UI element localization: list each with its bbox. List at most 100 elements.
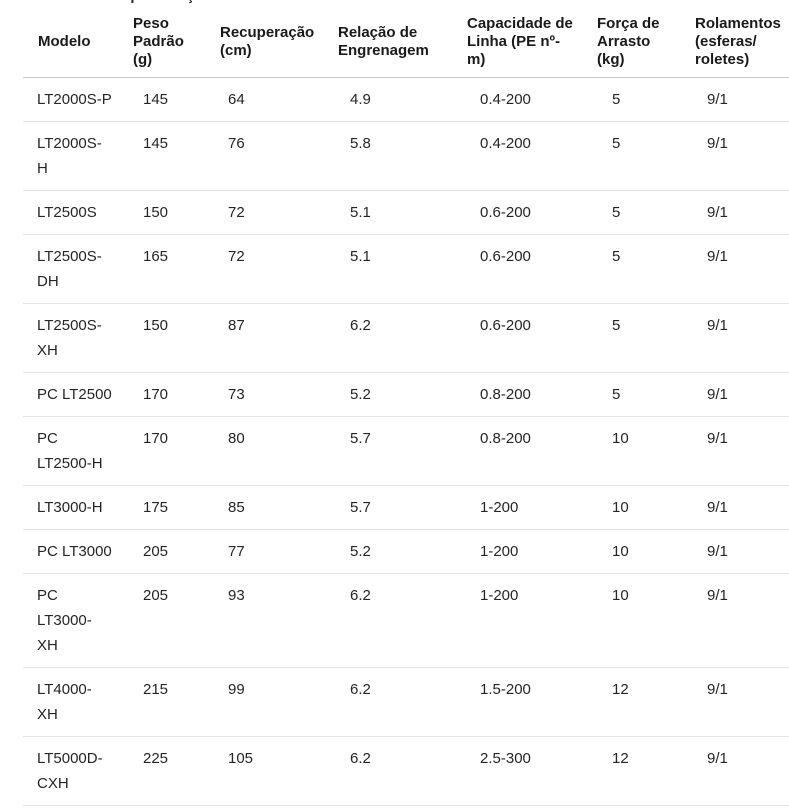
- table-row: LT2500S- DH 165 72 5.1 0.6-200 5 9/1: [23, 234, 789, 304]
- column-header-line-capacity: Capacidade de Linha (PE nº- m): [467, 0, 597, 78]
- cell-weight: 225: [133, 736, 220, 806]
- cell-model: LT2500S- DH: [23, 234, 133, 304]
- cell-gear-ratio: 5.8: [338, 121, 467, 191]
- cell-retrieve: 99: [220, 667, 338, 737]
- cell-line-capacity: 1-200: [467, 485, 597, 530]
- cell-drag: 10: [597, 485, 695, 530]
- cell-model: LT2500S: [23, 190, 133, 235]
- cell-retrieve: 80: [220, 416, 338, 486]
- cell-weight: 215: [133, 667, 220, 737]
- cell-gear-ratio: 4.9: [338, 77, 467, 122]
- cell-line-capacity: 0.8-200: [467, 416, 597, 486]
- column-header-gear-ratio: Relação de Engrenagem: [338, 0, 467, 78]
- cell-bearings: 9/1: [695, 121, 789, 191]
- cell-bearings: 9/1: [695, 234, 789, 304]
- cell-drag: 5: [597, 372, 695, 417]
- cell-retrieve: 87: [220, 303, 338, 373]
- table-row: PC LT3000- XH 205 93 6.2 1-200 10 9/1: [23, 573, 789, 668]
- cell-weight: 170: [133, 416, 220, 486]
- cell-retrieve: 93: [220, 573, 338, 668]
- spec-table-container: Modelo Peso Padrão (g) Recuperação (cm) …: [23, 0, 789, 806]
- table-row: PC LT2500-H 170 80 5.7 0.8-200 10 9/1: [23, 416, 789, 486]
- column-header-drag: Força de Arrasto (kg): [597, 0, 695, 78]
- column-header-retrieve: Recuperação (cm): [220, 0, 338, 78]
- cell-model: PC LT3000- XH: [23, 573, 133, 668]
- column-header-model: Modelo: [23, 0, 133, 78]
- column-header-weight: Peso Padrão (g): [133, 0, 220, 78]
- cell-bearings: 9/1: [695, 77, 789, 122]
- cell-weight: 175: [133, 485, 220, 530]
- cell-model: PC LT2500-H: [23, 416, 133, 486]
- cell-drag: 5: [597, 121, 695, 191]
- cell-line-capacity: 2.5-300: [467, 736, 597, 806]
- cell-retrieve: 85: [220, 485, 338, 530]
- header-row: Modelo Peso Padrão (g) Recuperação (cm) …: [23, 0, 789, 78]
- table-body: LT2000S-P 145 64 4.9 0.4-200 5 9/1 LT2000S- H 14…: [23, 77, 789, 806]
- cell-drag: 10: [597, 416, 695, 486]
- column-header-bearings: Rolamentos (esferas/ roletes): [695, 0, 789, 78]
- cell-weight: 150: [133, 303, 220, 373]
- table-row: LT4000- XH 215 99 6.2 1.5-200 12 9/1: [23, 667, 789, 737]
- cell-retrieve: 64: [220, 77, 338, 122]
- cell-drag: 12: [597, 667, 695, 737]
- cell-retrieve: 76: [220, 121, 338, 191]
- cell-line-capacity: 0.6-200: [467, 303, 597, 373]
- cell-weight: 150: [133, 190, 220, 235]
- table-row: LT3000-H 175 85 5.7 1-200 10 9/1: [23, 485, 789, 530]
- cell-line-capacity: 0.4-200: [467, 121, 597, 191]
- cell-gear-ratio: 6.2: [338, 573, 467, 668]
- table-row: LT2500S- XH 150 87 6.2 0.6-200 5 9/1: [23, 303, 789, 373]
- cell-model: PC LT3000: [23, 529, 133, 574]
- cell-bearings: 9/1: [695, 573, 789, 668]
- spec-table: Modelo Peso Padrão (g) Recuperação (cm) …: [23, 0, 789, 806]
- cell-bearings: 9/1: [695, 303, 789, 373]
- cell-drag: 12: [597, 736, 695, 806]
- cell-gear-ratio: 5.2: [338, 529, 467, 574]
- table-row: PC LT3000 205 77 5.2 1-200 10 9/1: [23, 529, 789, 574]
- table-row: LT5000D- CXH 225 105 6.2 2.5-300 12 9/1: [23, 736, 789, 806]
- table-header: Modelo Peso Padrão (g) Recuperação (cm) …: [23, 0, 789, 78]
- cell-weight: 145: [133, 77, 220, 122]
- cell-weight: 205: [133, 573, 220, 668]
- cell-gear-ratio: 5.1: [338, 234, 467, 304]
- cell-bearings: 9/1: [695, 416, 789, 486]
- cell-weight: 170: [133, 372, 220, 417]
- cell-drag: 5: [597, 77, 695, 122]
- cell-model: LT2000S- H: [23, 121, 133, 191]
- cell-retrieve: 105: [220, 736, 338, 806]
- cell-line-capacity: 1.5-200: [467, 667, 597, 737]
- table-row: LT2000S- H 145 76 5.8 0.4-200 5 9/1: [23, 121, 789, 191]
- cell-weight: 205: [133, 529, 220, 574]
- cell-bearings: 9/1: [695, 667, 789, 737]
- cell-model: LT4000- XH: [23, 667, 133, 737]
- cell-drag: 10: [597, 573, 695, 668]
- cell-gear-ratio: 6.2: [338, 736, 467, 806]
- cell-model: PC LT2500: [23, 372, 133, 417]
- cell-gear-ratio: 6.2: [338, 303, 467, 373]
- cell-gear-ratio: 5.2: [338, 372, 467, 417]
- cell-gear-ratio: 6.2: [338, 667, 467, 737]
- table-row: LT2500S 150 72 5.1 0.6-200 5 9/1: [23, 190, 789, 235]
- cell-bearings: 9/1: [695, 485, 789, 530]
- cell-retrieve: 73: [220, 372, 338, 417]
- cell-line-capacity: 1-200: [467, 529, 597, 574]
- cell-weight: 145: [133, 121, 220, 191]
- cell-line-capacity: 1-200: [467, 573, 597, 668]
- cell-drag: 5: [597, 190, 695, 235]
- cell-line-capacity: 0.4-200: [467, 77, 597, 122]
- cell-bearings: 9/1: [695, 372, 789, 417]
- cell-drag: 10: [597, 529, 695, 574]
- table-row: PC LT2500 170 73 5.2 0.8-200 5 9/1: [23, 372, 789, 417]
- cell-bearings: 9/1: [695, 529, 789, 574]
- cell-retrieve: 77: [220, 529, 338, 574]
- cell-drag: 5: [597, 234, 695, 304]
- cell-bearings: 9/1: [695, 736, 789, 806]
- cell-model: LT2000S-P: [23, 77, 133, 122]
- cell-bearings: 9/1: [695, 190, 789, 235]
- cell-retrieve: 72: [220, 190, 338, 235]
- cell-model: LT2500S- XH: [23, 303, 133, 373]
- cell-weight: 165: [133, 234, 220, 304]
- cell-line-capacity: 0.6-200: [467, 234, 597, 304]
- cell-line-capacity: 0.6-200: [467, 190, 597, 235]
- cell-gear-ratio: 5.7: [338, 485, 467, 530]
